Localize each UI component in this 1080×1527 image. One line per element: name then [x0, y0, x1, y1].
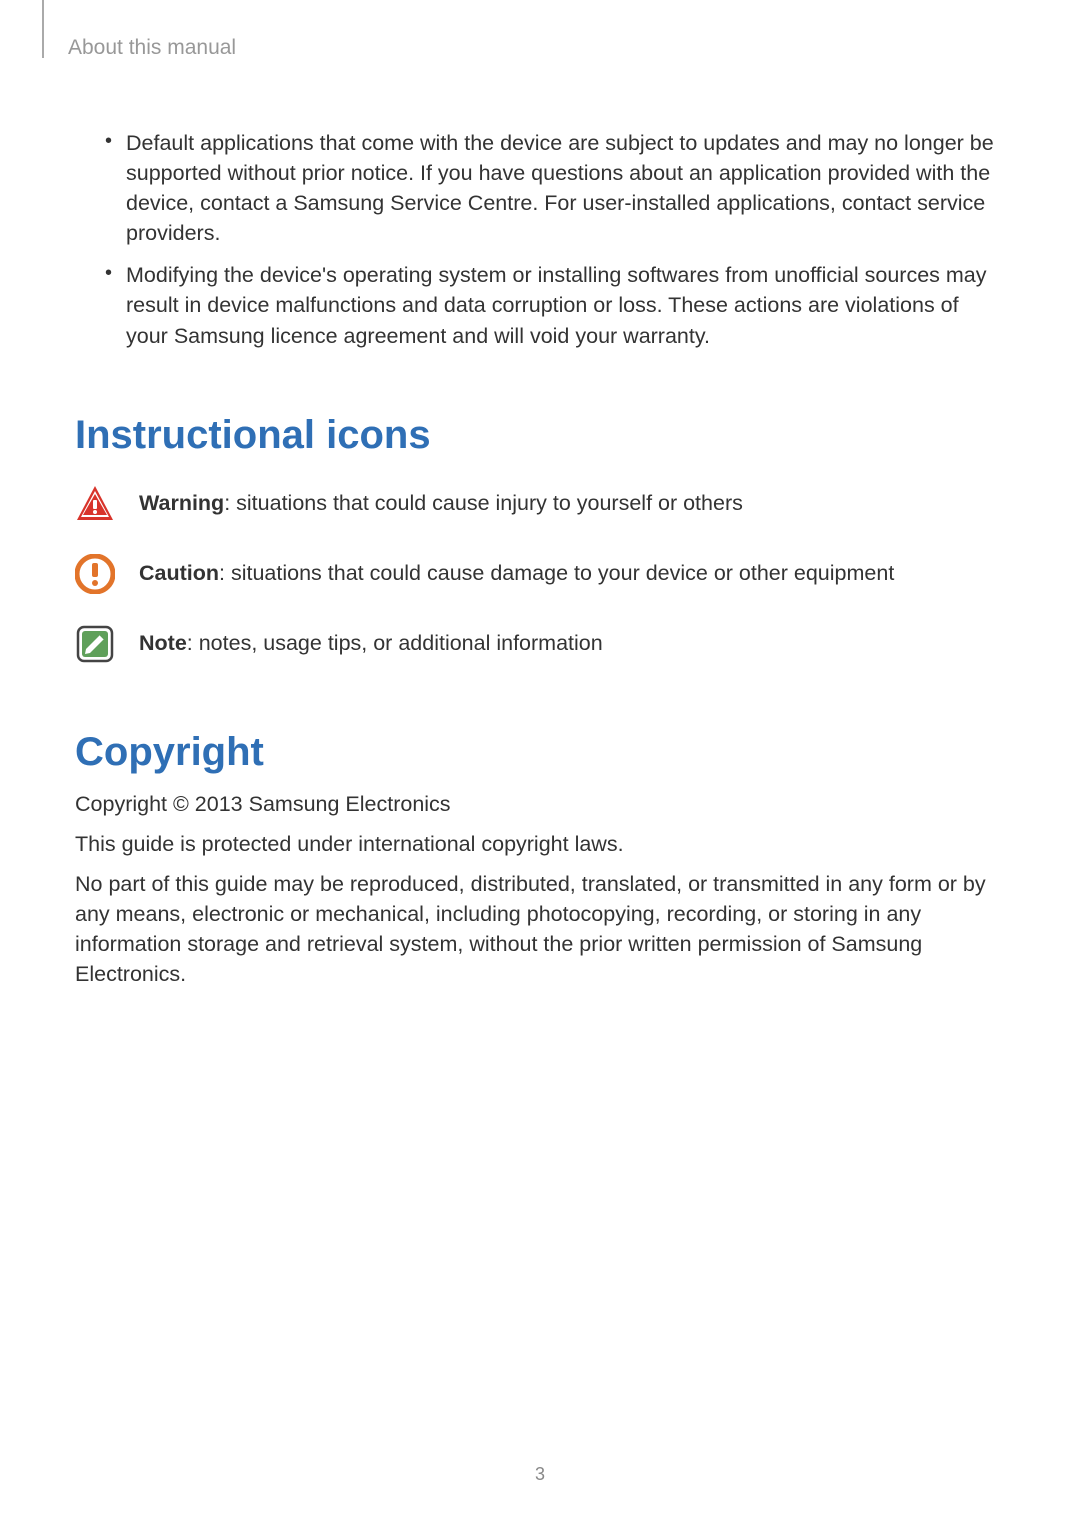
note-icon: [75, 624, 115, 664]
warning-label: Warning: [139, 491, 224, 515]
bullet-list: • Default applications that come with th…: [105, 128, 1005, 351]
header-title: About this manual: [68, 36, 1080, 60]
bullet-text: Default applications that come with the …: [126, 128, 1005, 248]
page-content: • Default applications that come with th…: [0, 60, 1080, 989]
copyright-section: Copyright Copyright © 2013 Samsung Elect…: [75, 730, 1005, 990]
copyright-line: This guide is protected under internatio…: [75, 829, 1005, 859]
note-label: Note: [139, 631, 187, 655]
caution-desc: : situations that could cause damage to …: [219, 561, 894, 585]
caution-icon: [75, 554, 115, 594]
warning-row: Warning: situations that could cause inj…: [75, 484, 1005, 524]
warning-text: Warning: situations that could cause inj…: [139, 491, 743, 516]
copyright-line: Copyright © 2013 Samsung Electronics: [75, 789, 1005, 819]
note-desc: : notes, usage tips, or additional infor…: [187, 631, 603, 655]
copyright-heading: Copyright: [75, 730, 1005, 775]
caution-label: Caution: [139, 561, 219, 585]
bullet-dot-icon: •: [105, 262, 112, 285]
caution-row: Caution: situations that could cause dam…: [75, 554, 1005, 594]
copyright-line: No part of this guide may be reproduced,…: [75, 869, 1005, 989]
note-row: Note: notes, usage tips, or additional i…: [75, 624, 1005, 664]
bullet-text: Modifying the device's operating system …: [126, 260, 1005, 350]
instructional-icons-heading: Instructional icons: [75, 413, 1005, 458]
note-text: Note: notes, usage tips, or additional i…: [139, 631, 603, 656]
header-divider: [42, 0, 44, 58]
warning-icon: [75, 484, 115, 524]
list-item: • Default applications that come with th…: [105, 128, 1005, 248]
list-item: • Modifying the device's operating syste…: [105, 260, 1005, 350]
page-number: 3: [0, 1464, 1080, 1485]
bullet-dot-icon: •: [105, 130, 112, 153]
caution-text: Caution: situations that could cause dam…: [139, 561, 894, 586]
document-header: About this manual: [0, 0, 1080, 60]
warning-desc: : situations that could cause injury to …: [224, 491, 743, 515]
